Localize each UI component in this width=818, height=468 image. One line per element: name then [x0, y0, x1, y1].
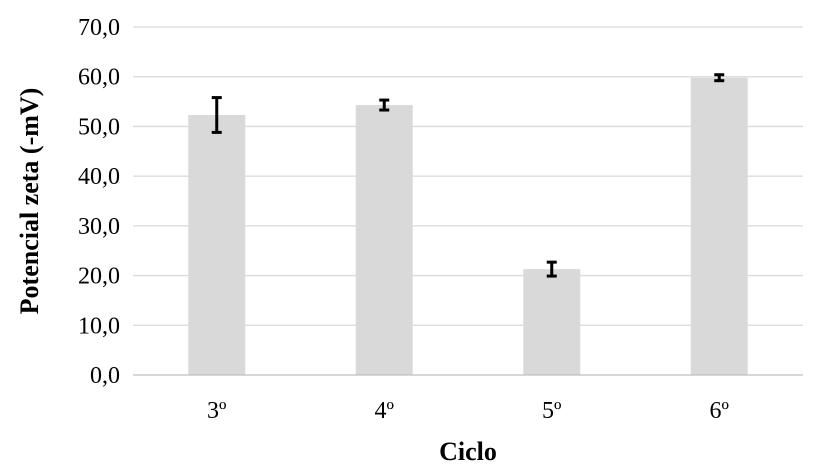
y-axis-title: Potencial zeta (-mV): [15, 88, 44, 315]
error-bars: [211, 73, 725, 278]
y-tick-label: 0,0: [90, 363, 120, 389]
y-tick-label: 50,0: [78, 114, 120, 140]
x-tick-label: 4º: [375, 398, 395, 424]
bar: [188, 114, 246, 375]
y-axis-ticks: 0,0 10,0 20,0 30,0 40,0 50,0 60,0 70,0: [78, 15, 120, 389]
bar: [523, 269, 581, 375]
y-tick-label: 70,0: [78, 15, 120, 41]
bar: [690, 77, 748, 376]
x-axis-ticks: 3º 4º 5º 6º: [207, 398, 730, 424]
bars: [188, 77, 748, 376]
x-axis-title: Ciclo: [439, 437, 497, 466]
y-tick-label: 10,0: [78, 313, 120, 339]
x-tick-label: 3º: [207, 398, 227, 424]
y-tick-label: 40,0: [78, 164, 120, 190]
y-tick-label: 30,0: [78, 214, 120, 240]
x-tick-label: 6º: [710, 398, 730, 424]
y-tick-label: 20,0: [78, 264, 120, 290]
x-tick-label: 5º: [542, 398, 562, 424]
y-tick-label: 60,0: [78, 65, 120, 91]
bar: [355, 105, 413, 376]
